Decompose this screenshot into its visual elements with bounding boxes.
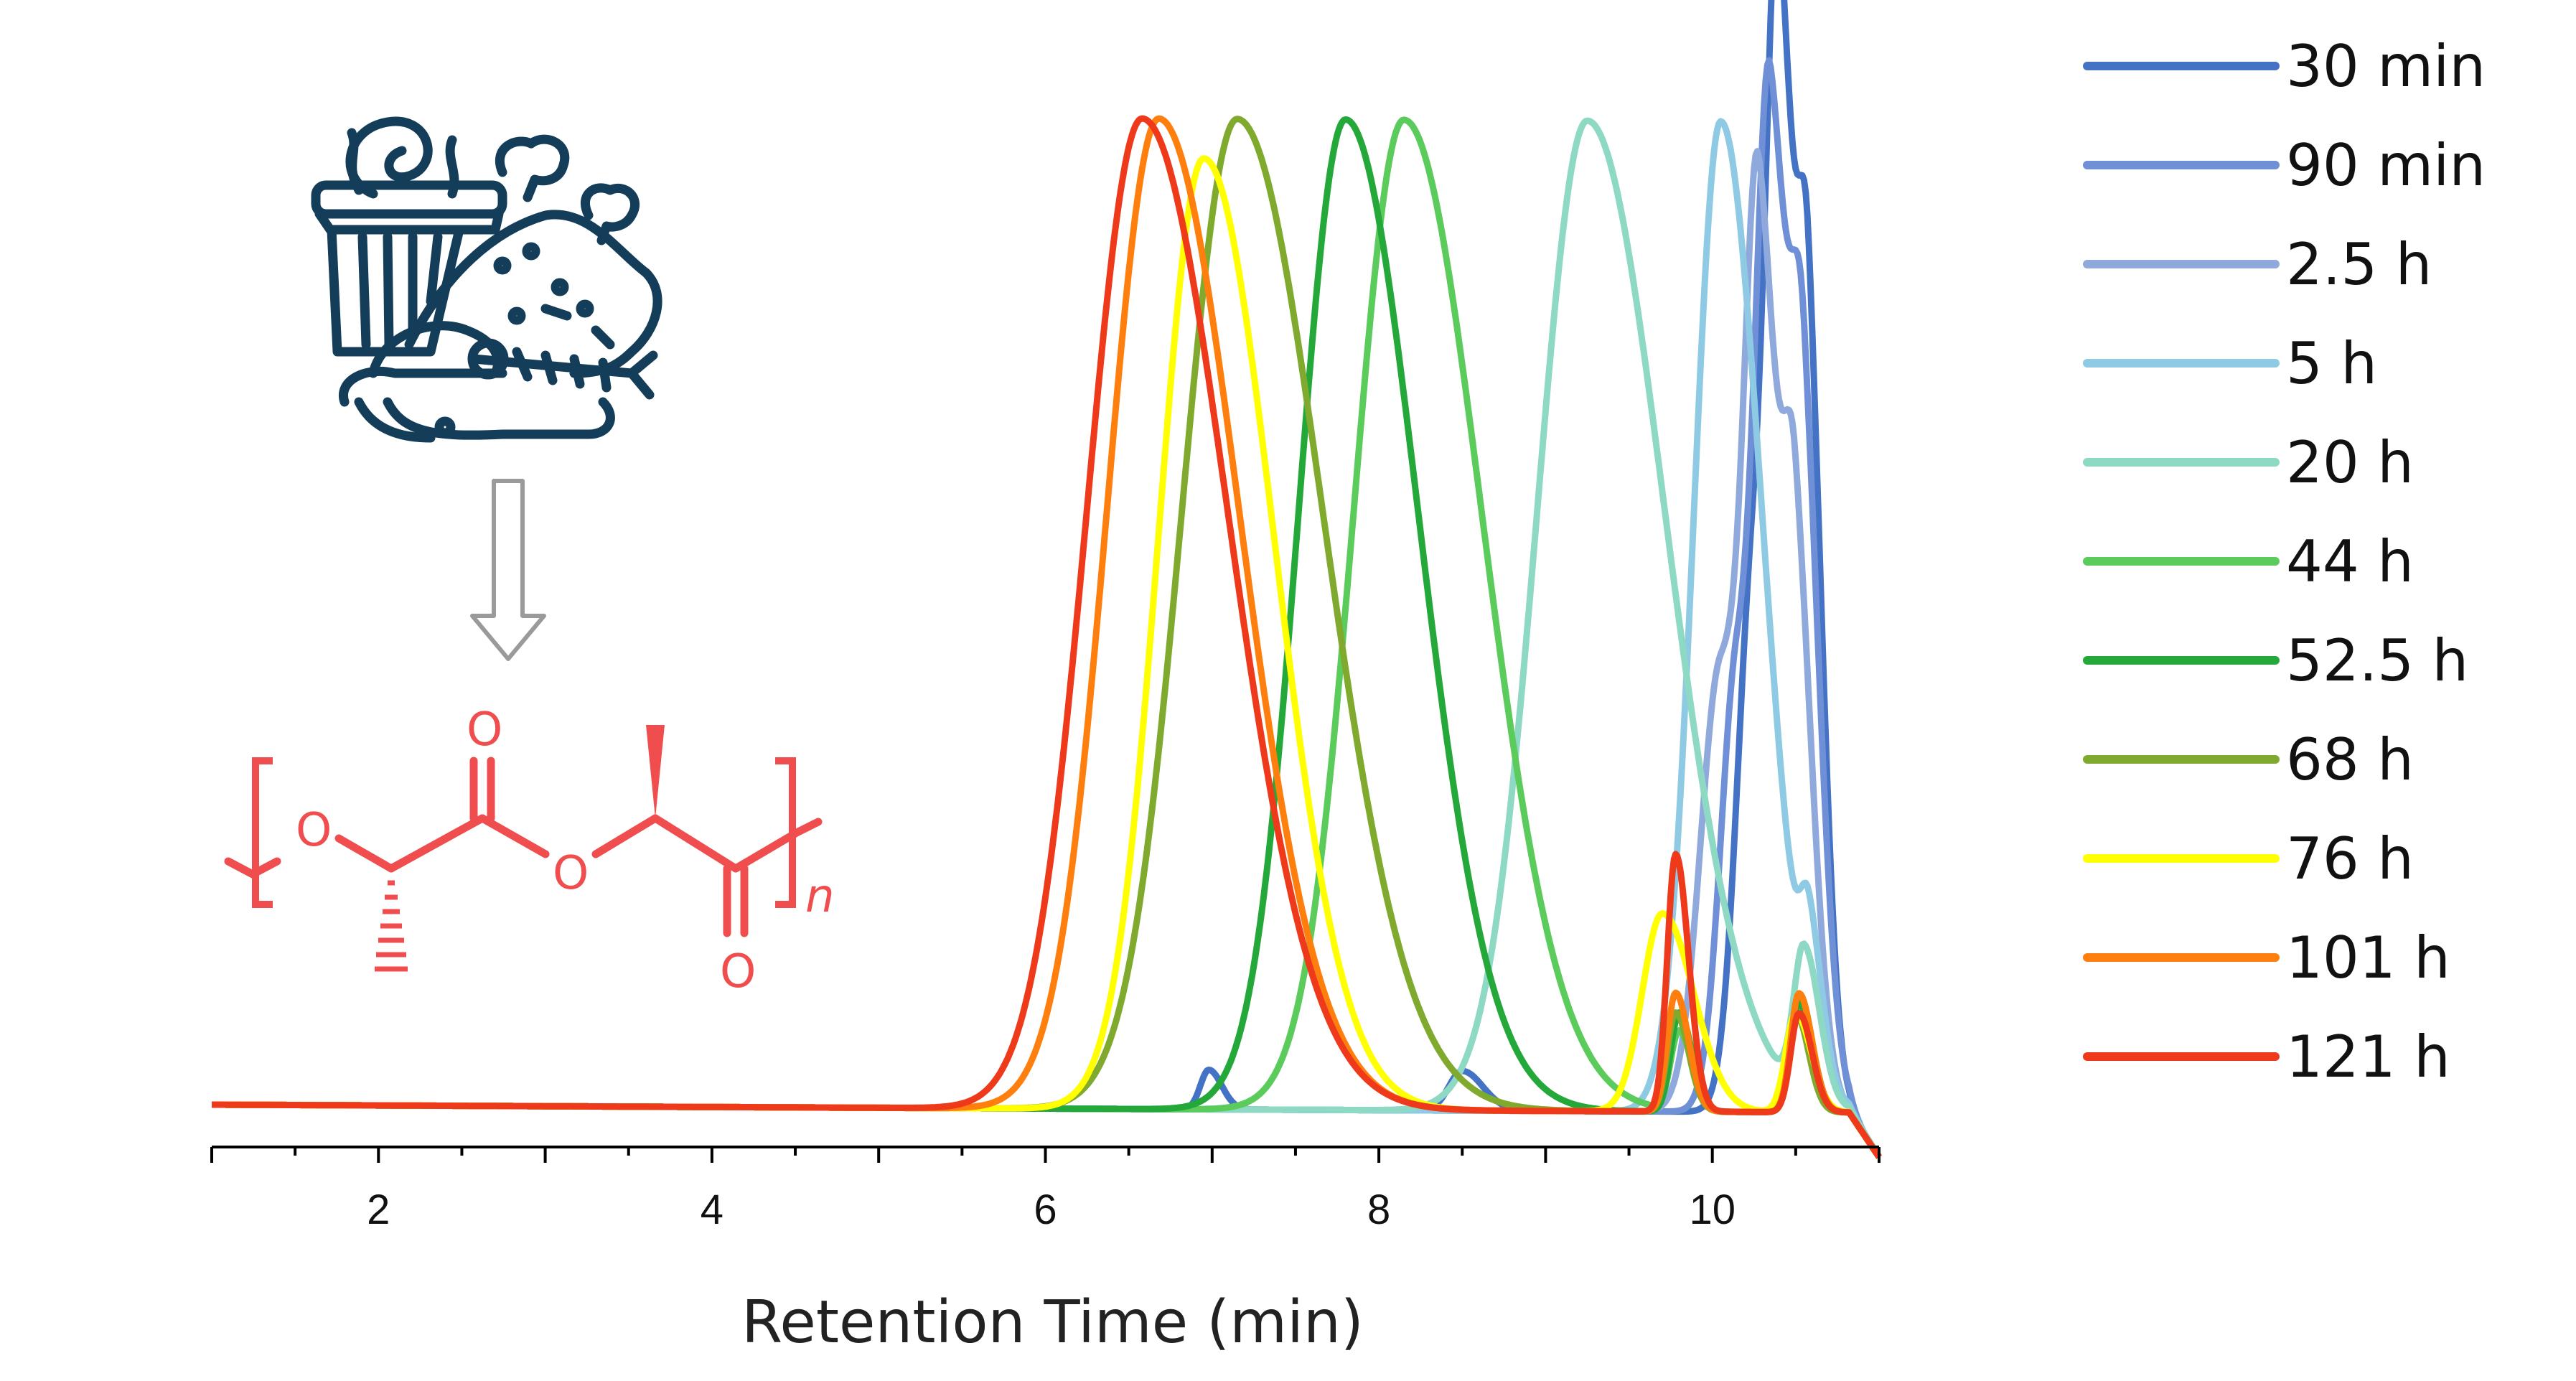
oxygen-label-4: O (720, 945, 756, 998)
legend-label: 101 h (2286, 924, 2450, 991)
legend-label: 30 min (2286, 33, 2486, 100)
left-bracket (252, 757, 273, 908)
series-line-44-h (210, 116, 1882, 1159)
repeat-unit-label: n (805, 870, 835, 923)
legend-label: 76 h (2286, 825, 2414, 892)
legend-label: 90 min (2286, 132, 2486, 199)
oxygen-label-3: O (553, 847, 589, 900)
series-line-30-min (210, 0, 1882, 1159)
series-line-121-h (210, 115, 1882, 1159)
legend-label: 52.5 h (2286, 627, 2468, 694)
pla-structure: O O O O n (224, 703, 835, 998)
food-waste-bin-icon (311, 116, 662, 443)
x-tick-label: 10 (1689, 1186, 1736, 1233)
oxygen-label-1: O (296, 804, 332, 857)
oxygen-label-2: O (467, 703, 502, 757)
x-tick-label: 2 (367, 1186, 390, 1233)
x-ticks: 2 4 6 8 10 (210, 1147, 1881, 1233)
legend-label: 2.5 h (2286, 231, 2432, 298)
legend-label: 20 h (2286, 429, 2414, 496)
right-bracket (775, 757, 796, 908)
series-line-20-h (210, 117, 1882, 1158)
series-line-90-min (210, 57, 1882, 1159)
series-line-5-h (210, 118, 1882, 1158)
plot-area: 2 4 6 8 10 Retention Time (min) (210, 0, 1882, 1357)
down-arrow-icon (470, 479, 546, 661)
legend: 30 min 90 min 2.5 h 5 h 20 h 44 h 52.5 h 68 h 76… (2083, 33, 2486, 1090)
series-line-52-5-h (210, 116, 1882, 1159)
legend-label: 121 h (2286, 1024, 2450, 1090)
legend-label: 5 h (2286, 330, 2377, 397)
legend-label: 68 h (2286, 726, 2414, 793)
legend-label: 44 h (2286, 528, 2414, 595)
x-tick-label: 4 (701, 1186, 723, 1233)
series-lines (210, 0, 1882, 1159)
x-tick-label: 6 (1034, 1186, 1057, 1233)
x-tick-label: 8 (1367, 1186, 1390, 1233)
x-axis-title: Retention Time (min) (741, 1288, 1364, 1357)
